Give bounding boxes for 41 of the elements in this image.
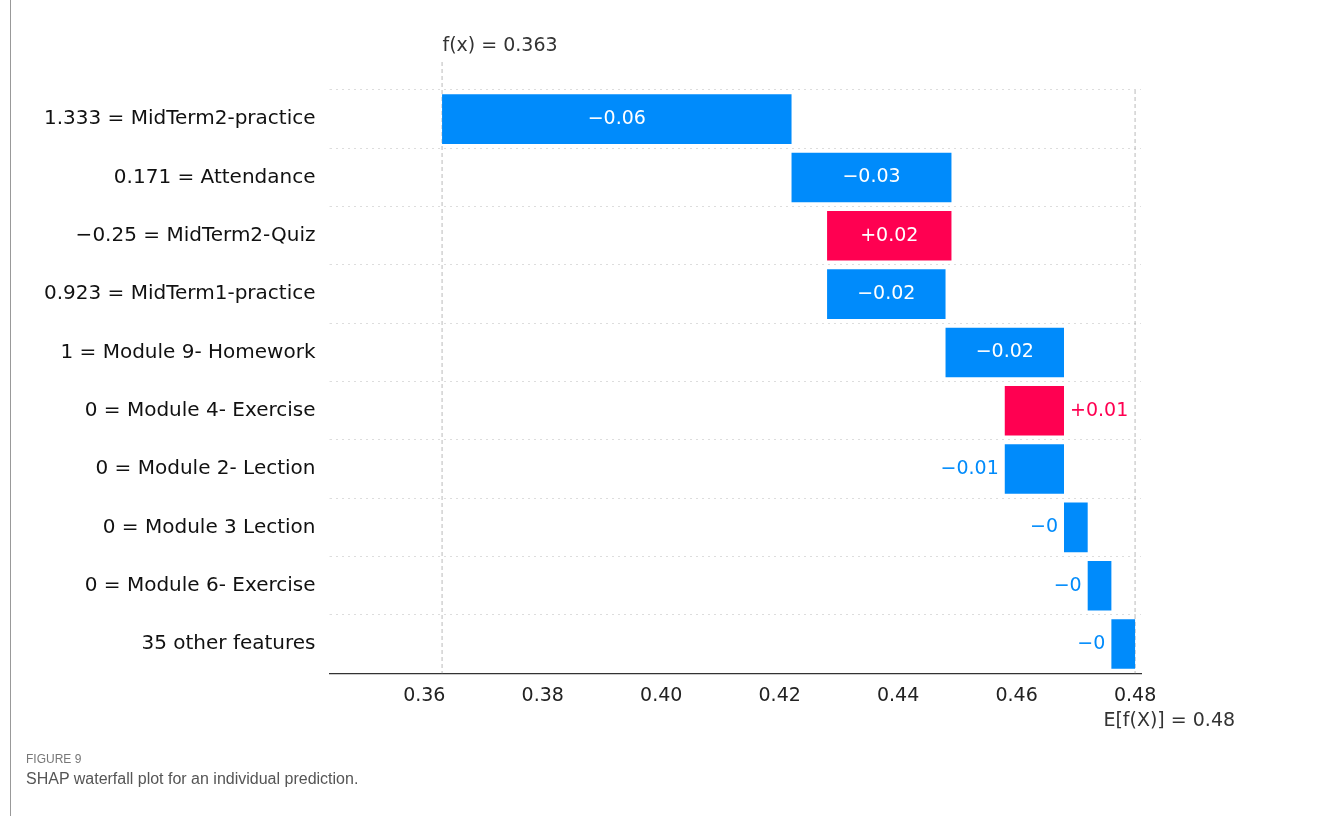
y-tick-label: 0 = Module 4- Exercise bbox=[84, 396, 316, 421]
data-label: −0.02 bbox=[975, 339, 1034, 362]
data-label: −0 bbox=[1053, 572, 1082, 595]
x-tick-label: 0.46 bbox=[995, 682, 1038, 705]
x-tick-label: 0.36 bbox=[403, 682, 446, 705]
data-label: +0.02 bbox=[860, 222, 919, 245]
y-tick-label: 1 = Module 9- Homework bbox=[60, 338, 316, 363]
bar bbox=[442, 94, 792, 144]
caption: FIGURE 9 bbox=[26, 752, 83, 766]
bar bbox=[1004, 444, 1064, 494]
bar bbox=[945, 327, 1064, 378]
bar bbox=[791, 152, 952, 203]
ref-line-label: E[f(X)] = 0.48 bbox=[1103, 707, 1236, 730]
data-label: +0.01 bbox=[1070, 397, 1129, 420]
bar bbox=[827, 269, 946, 319]
data-label: −0.03 bbox=[842, 164, 901, 187]
y-tick-label: 0 = Module 6- Exercise bbox=[84, 571, 316, 596]
data-label: −0.06 bbox=[587, 106, 646, 129]
data-label: −0.02 bbox=[857, 281, 916, 304]
data-label: −0 bbox=[1077, 630, 1106, 653]
data-label: −0.01 bbox=[940, 456, 999, 479]
y-tick-label: 35 other features bbox=[141, 630, 316, 655]
ref-line-label: f(x) = 0.363 bbox=[442, 33, 558, 56]
bar bbox=[1004, 385, 1064, 436]
y-tick-label: 0.923 = MidTerm1-practice bbox=[43, 280, 316, 305]
y-tick-label: −0.25 = MidTerm2-Quiz bbox=[75, 222, 316, 246]
bar bbox=[1111, 619, 1136, 669]
bar bbox=[1087, 560, 1112, 611]
data-label: −0 bbox=[1029, 514, 1058, 537]
bar bbox=[827, 211, 952, 261]
bar bbox=[1064, 502, 1088, 553]
y-tick-label: 0 = Module 2- Lection bbox=[95, 455, 316, 480]
x-tick-label: 0.40 bbox=[640, 682, 683, 705]
y-tick-label: 0.171 = Attendance bbox=[113, 163, 316, 188]
x-tick-label: 0.38 bbox=[521, 682, 564, 705]
y-tick-label: 1.333 = MidTerm2-practice bbox=[43, 105, 316, 130]
x-tick-label: 0.42 bbox=[758, 682, 801, 705]
text: SHAP waterfall plot for an individual prediction. bbox=[26, 770, 359, 788]
x-tick-label: 0.48 bbox=[1113, 682, 1157, 705]
y-tick-label: 0 = Module 3 Lection bbox=[102, 513, 316, 538]
x-tick-label: 0.44 bbox=[876, 682, 920, 705]
